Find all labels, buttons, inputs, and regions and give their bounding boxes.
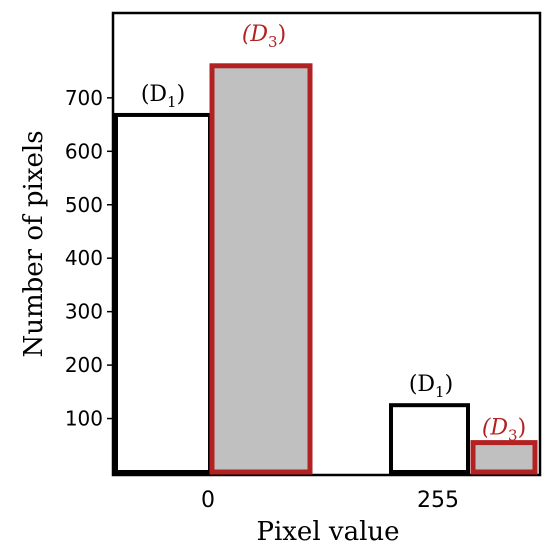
bar-label-d1-255: (D1) (409, 372, 453, 401)
bar-d1-0 (114, 112, 212, 474)
y-tick-label-400: 400 (65, 246, 103, 270)
y-axis-title: Number of pixels (19, 130, 49, 357)
bar-d3-0 (209, 63, 313, 475)
bar-label-d3-0: (D3) (242, 22, 286, 51)
y-tick-label-100: 100 (65, 407, 103, 431)
y-tick-label-500: 500 (65, 193, 103, 217)
x-tick-label-0: 0 (201, 488, 215, 513)
plot-frame (111, 11, 542, 477)
x-tick-label-255: 255 (417, 488, 459, 513)
bar-label-d1-0: (D1) (141, 82, 185, 111)
bar-d1-255 (389, 403, 470, 474)
x-axis-title: Pixel value (256, 517, 399, 547)
bar-label-d3-255: (D3) (482, 416, 526, 445)
y-tick-label-700: 700 (65, 86, 103, 110)
bar-d3-255 (470, 440, 538, 475)
y-tick-label-600: 600 (65, 139, 103, 163)
y-tick-label-200: 200 (65, 353, 103, 377)
y-tick-label-300: 300 (65, 300, 103, 324)
